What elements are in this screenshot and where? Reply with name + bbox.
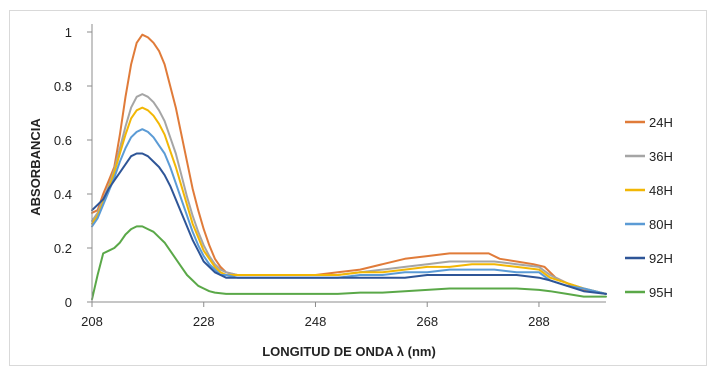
legend-label-36h: 36H	[649, 149, 673, 164]
legend-label-80h: 80H	[649, 217, 673, 232]
chart-frame	[9, 10, 707, 366]
y-tick-label: 0	[65, 295, 72, 310]
legend-label-92h: 92H	[649, 251, 673, 266]
x-tick-label: 268	[416, 314, 438, 329]
y-tick-label: 0.2	[54, 241, 72, 256]
y-tick-label: 0.8	[54, 79, 72, 94]
series-line-24h	[91, 33, 607, 295]
series-line-48h	[91, 106, 607, 295]
y-tick-label: 0.4	[54, 187, 72, 202]
series-line-92h	[91, 152, 607, 295]
axes: 208 228 248 268 288 0 0.2 0.4 0.6 0.8 1	[54, 24, 606, 329]
x-axis-title: LONGITUD DE ONDA λ (nm)	[262, 344, 436, 359]
series-line-95h	[91, 225, 607, 301]
x-tick-label: 248	[305, 314, 327, 329]
legend-label-24h: 24H	[649, 115, 673, 130]
y-tick-label: 0.6	[54, 133, 72, 148]
legend-label-48h: 48H	[649, 183, 673, 198]
y-tick-label: 1	[65, 25, 72, 40]
x-tick-label: 288	[528, 314, 550, 329]
x-tick-label: 208	[81, 314, 103, 329]
y-axis-title: ABSORBANCIA	[28, 118, 43, 216]
legend: 24H 36H 48H 80H 92H 95H	[625, 115, 673, 300]
x-tick-label: 228	[193, 314, 215, 329]
series-line-36h	[91, 93, 607, 295]
plot-area	[91, 33, 607, 301]
legend-label-95h: 95H	[649, 285, 673, 300]
series-line-80h	[91, 128, 607, 295]
